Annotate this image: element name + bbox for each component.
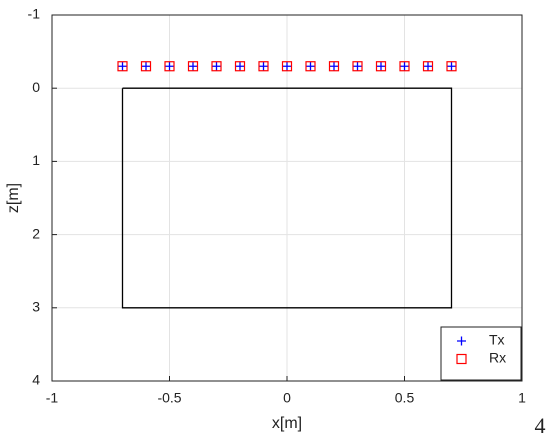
- point: [141, 61, 151, 71]
- point: [235, 61, 245, 71]
- legend-swatch: [456, 353, 467, 365]
- y-tick-label: 3: [32, 299, 40, 315]
- point: [140, 61, 152, 72]
- x-tick-label: -1: [46, 390, 59, 406]
- legend-label: Tx: [489, 332, 505, 348]
- point: [118, 61, 127, 71]
- legend-swatch: [457, 336, 466, 346]
- point: [306, 61, 315, 71]
- point: [211, 61, 222, 72]
- point: [234, 61, 246, 72]
- point: [164, 61, 175, 72]
- point: [305, 61, 316, 72]
- x-tick-label: 1: [518, 390, 526, 406]
- point: [259, 61, 268, 71]
- x-tick-label: 0: [283, 390, 291, 406]
- point: [328, 61, 340, 72]
- point: [187, 61, 199, 72]
- point: [165, 61, 174, 71]
- point: [281, 61, 293, 72]
- y-tick-label: -1: [28, 6, 41, 22]
- point: [258, 61, 269, 72]
- y-tick-label: 2: [32, 225, 40, 241]
- point: [399, 61, 410, 72]
- point: [329, 61, 339, 71]
- point: [375, 61, 387, 72]
- x-axis-label: x[m]: [272, 415, 302, 432]
- point: [212, 61, 221, 71]
- point: [353, 61, 362, 71]
- point: [422, 61, 434, 72]
- x-tick-label: 0.5: [395, 390, 415, 406]
- point: [446, 61, 457, 72]
- axes-box: [51, 14, 523, 382]
- point: [423, 61, 433, 71]
- point: [282, 61, 292, 71]
- point: [400, 61, 409, 71]
- page-number: 4: [535, 413, 546, 438]
- point: [376, 61, 386, 71]
- y-tick-label: 1: [32, 152, 40, 168]
- legend-box: [440, 326, 522, 381]
- point: [188, 61, 198, 71]
- point: [117, 61, 128, 72]
- point: [352, 61, 363, 72]
- outline: [121, 87, 453, 309]
- y-axis-label: z[m]: [5, 183, 22, 213]
- y-tick-label: 0: [32, 79, 40, 95]
- y-tick-label: 4: [32, 372, 40, 388]
- x-tick-label: -0.5: [157, 390, 181, 406]
- legend-label: Rx: [489, 350, 506, 366]
- point: [447, 61, 456, 71]
